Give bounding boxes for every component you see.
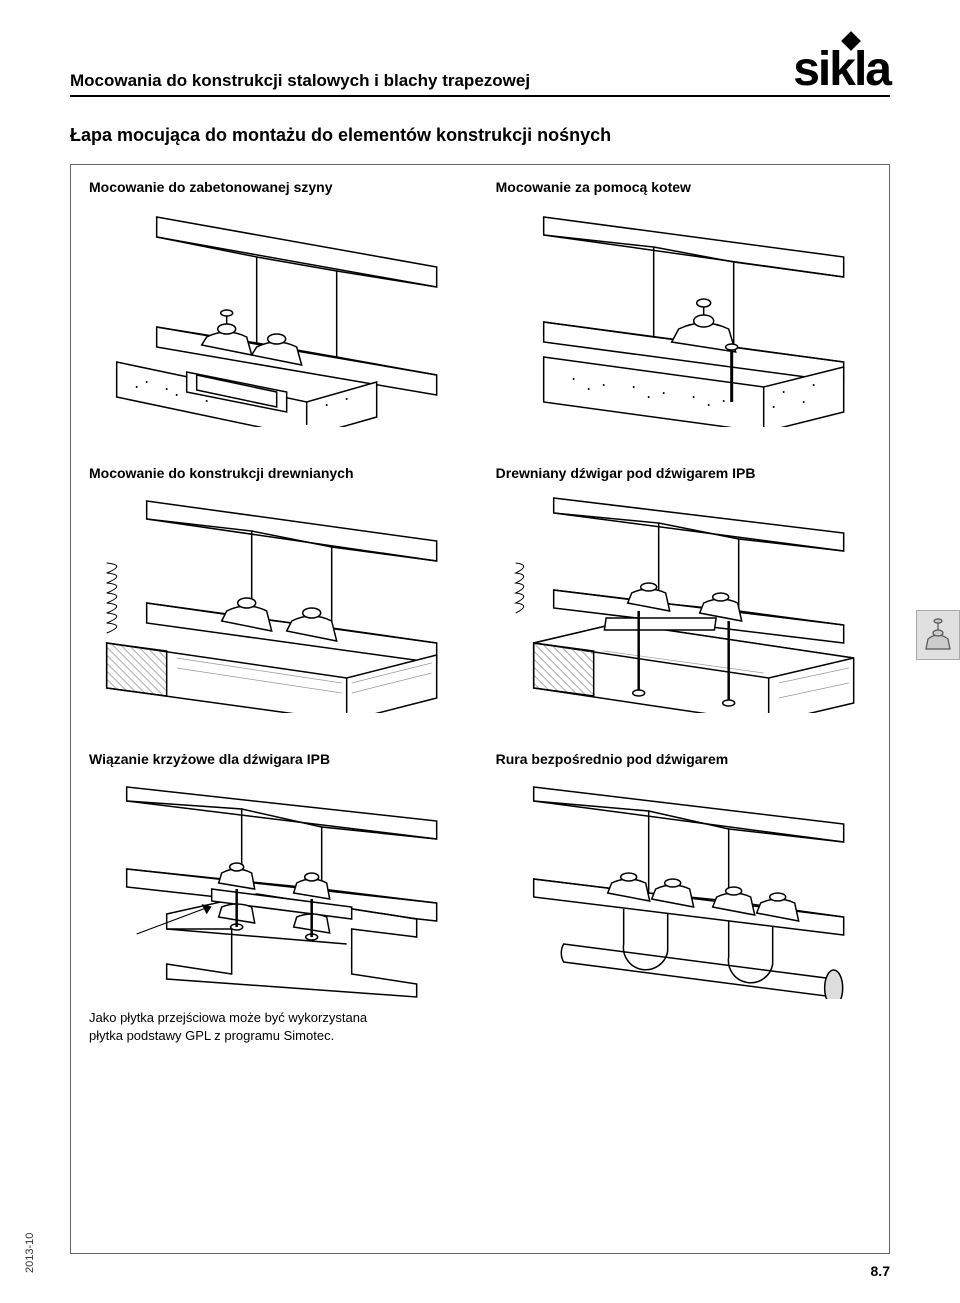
illustration-row: Wiązanie krzyżowe dla dźwigara IPB [89, 751, 871, 1045]
footnote-line1: Jako płytka przejściowa może być wykorzy… [89, 1010, 367, 1025]
header-title: Mocowania do konstrukcji stalowych i bla… [70, 71, 530, 91]
illustration-cross-ipb [89, 779, 464, 999]
footnote-line2: płytka podstawy GPL z programu Simotec. [89, 1028, 334, 1043]
cell-r2c1: Mocowanie do konstrukcji drewnianych [89, 465, 464, 713]
illustration-wood-under-ipb [496, 493, 871, 713]
logo-text: sikla [793, 50, 890, 91]
cell-r1c2: Mocowanie za pomocą kotew [496, 179, 871, 427]
page-header: Mocowania do konstrukcji stalowych i bla… [70, 50, 890, 97]
page-number: 8.8.77 [871, 1263, 890, 1279]
illustration-row: Mocowanie do konstrukcji drewnianych [89, 465, 871, 713]
cell-r1c1: Mocowanie do zabetonowanej szyny [89, 179, 464, 427]
caption: Rura bezpośrednio pod dźwigarem [496, 751, 871, 767]
footer-date: 2013-10 [24, 1233, 36, 1273]
caption: Mocowanie do konstrukcji drewnianych [89, 465, 464, 481]
side-tab-clamp-icon [916, 610, 960, 660]
cell-r2c2: Drewniany dźwigar pod dźwigarem IPB [496, 465, 871, 713]
footnote: Jako płytka przejściowa może być wykorzy… [89, 1009, 464, 1045]
sikla-logo: sikla [793, 50, 890, 91]
illustration-concrete-rail [89, 207, 464, 427]
caption: Wiązanie krzyżowe dla dźwigara IPB [89, 751, 464, 767]
cell-r3c2: Rura bezpośrednio pod dźwigarem [496, 751, 871, 1045]
caption: Drewniany dźwigar pod dźwigarem IPB [496, 465, 871, 481]
illustration-anchor-bolt [496, 207, 871, 427]
caption: Mocowanie do zabetonowanej szyny [89, 179, 464, 195]
section-title: Łapa mocująca do montażu do elementów ko… [70, 125, 890, 146]
content-box: Mocowanie do zabetonowanej szyny [70, 164, 890, 1254]
illustration-pipe-under-beam [496, 779, 871, 999]
cell-r3c1: Wiązanie krzyżowe dla dźwigara IPB [89, 751, 464, 1045]
caption: Mocowanie za pomocą kotew [496, 179, 871, 195]
illustration-wood-direct [89, 493, 464, 713]
illustration-row: Mocowanie do zabetonowanej szyny [89, 179, 871, 427]
